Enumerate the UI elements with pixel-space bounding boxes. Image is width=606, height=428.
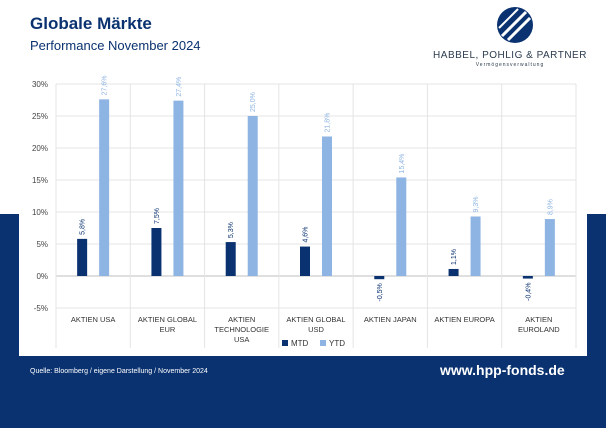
bar-ytd bbox=[470, 216, 481, 276]
legend-label-mtd: MTD bbox=[291, 339, 309, 348]
source-note: Quelle: Bloomberg / eigene Darstellung /… bbox=[30, 368, 208, 375]
y-tick-label: 25% bbox=[32, 112, 48, 121]
bar-mtd bbox=[225, 242, 236, 276]
category-label: AKTIEN EUROPA bbox=[434, 315, 494, 324]
category-label: EUR bbox=[160, 325, 176, 334]
category-label: EUROLAND bbox=[518, 325, 560, 334]
data-label-mtd: -0,5% bbox=[377, 283, 384, 301]
y-tick-label: 5% bbox=[36, 240, 48, 249]
bar-ytd bbox=[396, 177, 407, 276]
data-label-ytd: 15,4% bbox=[399, 154, 406, 174]
category-label: USA bbox=[234, 335, 249, 344]
bar-ytd bbox=[322, 136, 332, 276]
bar-mtd bbox=[300, 246, 310, 276]
category-label: AKTIEN USA bbox=[71, 315, 116, 324]
y-tick-label: -5% bbox=[34, 304, 48, 313]
logo-mark-icon bbox=[497, 7, 533, 43]
bar-mtd bbox=[77, 238, 88, 276]
bar-mtd bbox=[374, 276, 385, 280]
data-label-ytd: 27,4% bbox=[176, 77, 183, 97]
category-label: USD bbox=[308, 325, 324, 334]
data-label-mtd: 7,5% bbox=[154, 208, 161, 224]
category-label: AKTIEN GLOBAL bbox=[286, 315, 345, 324]
y-tick-label: 10% bbox=[32, 208, 48, 217]
legend-swatch-mtd bbox=[282, 340, 288, 346]
chart-card bbox=[19, 0, 587, 356]
bar-ytd bbox=[247, 116, 258, 276]
page-subtitle: Performance November 2024 bbox=[30, 38, 201, 53]
bar-mtd bbox=[448, 268, 459, 276]
category-label: AKTIEN bbox=[525, 315, 552, 324]
y-tick-label: 0% bbox=[36, 272, 48, 281]
bar-ytd bbox=[99, 99, 110, 276]
logo-company-name: HABBEL, POHLIG & PARTNER bbox=[433, 50, 587, 61]
data-label-ytd: 8,9% bbox=[547, 199, 554, 215]
data-label-mtd: 5,8% bbox=[80, 219, 87, 235]
bar-ytd bbox=[544, 219, 555, 276]
bar-mtd bbox=[522, 276, 533, 279]
category-label: AKTIEN GLOBAL bbox=[138, 315, 197, 324]
page-title: Globale Märkte bbox=[30, 14, 152, 33]
website-link[interactable]: www.hpp-fonds.de bbox=[440, 362, 565, 378]
company-logo: HABBEL, POHLIG & PARTNER Vermögensverwal… bbox=[420, 6, 600, 70]
y-tick-label: 20% bbox=[32, 144, 48, 153]
category-label: AKTIEN JAPAN bbox=[364, 315, 417, 324]
data-label-mtd: 5,3% bbox=[228, 222, 235, 238]
y-tick-label: 30% bbox=[32, 80, 48, 89]
data-label-ytd: 21,8% bbox=[325, 113, 332, 133]
data-label-ytd: 9,3% bbox=[473, 197, 480, 213]
bar-mtd bbox=[151, 228, 162, 276]
legend-swatch-ytd bbox=[320, 340, 326, 346]
data-label-mtd: 4,6% bbox=[303, 227, 310, 243]
y-tick-label: 15% bbox=[32, 176, 48, 185]
bar-ytd bbox=[173, 100, 184, 276]
data-label-ytd: 25,0% bbox=[250, 92, 257, 112]
legend-label-ytd: YTD bbox=[329, 339, 345, 348]
data-label-mtd: 1,1% bbox=[451, 249, 458, 265]
logo-tagline: Vermögensverwaltung bbox=[475, 62, 545, 68]
category-label: TECHNOLOGIE bbox=[214, 325, 269, 334]
data-label-mtd: -0,4% bbox=[525, 283, 532, 301]
data-label-ytd: 27,6% bbox=[102, 76, 109, 96]
category-label: AKTIEN bbox=[228, 315, 255, 324]
